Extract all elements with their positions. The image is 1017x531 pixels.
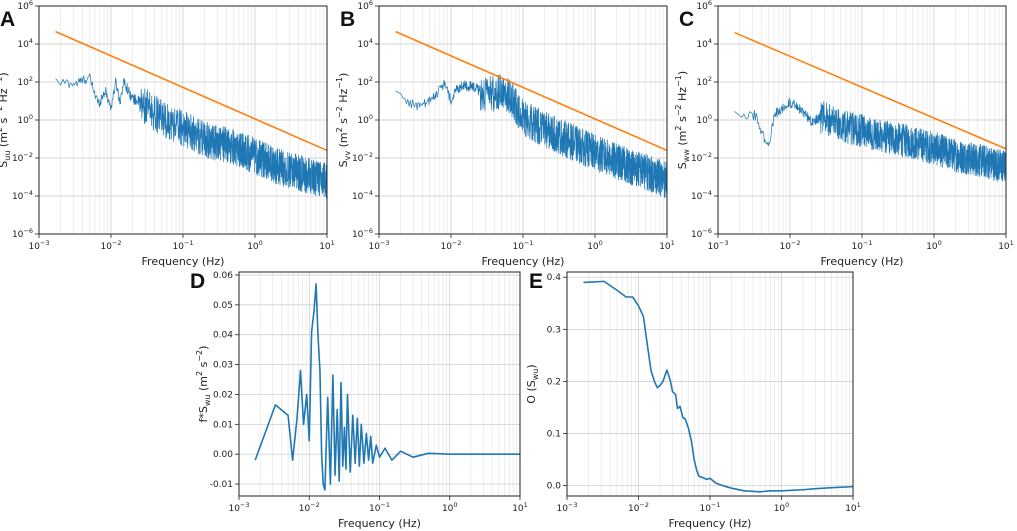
panel-a: 10−3 10−2 10−1 100 101 10−6 10−4 10−2 100 102 104 1… <box>0 0 335 268</box>
x-tick-label: 10−3 <box>368 239 389 252</box>
y-tick-label: 10−4 <box>691 189 712 202</box>
x-tick-label: 100 <box>926 239 942 252</box>
x-axis-label: Frequency (Hz) <box>338 517 421 530</box>
x-tick-label: 10−2 <box>628 501 649 514</box>
series--5-3-reference <box>734 31 1006 150</box>
y-tick-label: 0.2 <box>547 377 561 387</box>
x-tick-label: 100 <box>587 239 603 252</box>
y-tick-label: 0.06 <box>213 271 233 281</box>
y-tick-label: 0.04 <box>213 331 233 341</box>
x-tick-label: 101 <box>512 501 528 514</box>
y-tick-label: 100 <box>696 113 712 126</box>
panel-letter: B <box>340 8 355 31</box>
y-tick-label: 0.3 <box>547 325 561 335</box>
series--5-3-reference <box>55 30 327 152</box>
x-tick-label: 101 <box>659 239 675 252</box>
series-group <box>55 30 327 199</box>
x-tick-label: 101 <box>319 239 335 252</box>
y-tick-label: 106 <box>17 0 33 12</box>
y-tick-label: 10−2 <box>352 151 373 164</box>
x-tick-label: 10−3 <box>707 239 728 252</box>
panel-d: 10−3 10−2 10−1 100 101 -0.01 0.00 0.01 0.02 0.03 0… <box>190 270 528 530</box>
x-tick-label: 101 <box>845 501 861 514</box>
x-tick-label: 10−1 <box>512 239 533 252</box>
y-tick-label: 10−2 <box>691 151 712 164</box>
x-tick-label: 10−1 <box>369 501 390 514</box>
x-tick-label: 10−2 <box>440 239 461 252</box>
x-axis-label: Frequency (Hz) <box>482 255 565 268</box>
y-tick-label: 0.02 <box>213 390 233 400</box>
y-tick-label: 106 <box>357 0 373 12</box>
panel-e: 10−3 10−2 10−1 100 101 0.0 0.1 0.2 0.3 0.4 Frequen… <box>525 270 861 530</box>
panel-letter: E <box>529 270 543 293</box>
series-group <box>583 280 853 493</box>
x-axis-label: Frequency (Hz) <box>142 255 225 268</box>
y-tick-label: 100 <box>357 113 373 126</box>
x-tick-label: 10−2 <box>779 239 800 252</box>
y-tick-label: 104 <box>696 37 712 50</box>
x-tick-label: 101 <box>998 239 1014 252</box>
x-tick-label: 10−3 <box>28 239 49 252</box>
x-tick-label: 100 <box>442 501 458 514</box>
x-tick-label: 10−2 <box>299 501 320 514</box>
x-tick-label: 10−1 <box>172 239 193 252</box>
series-group <box>254 283 520 491</box>
y-tick-label: 10−6 <box>352 227 373 240</box>
series-group <box>395 30 667 199</box>
grid <box>378 5 668 235</box>
y-tick-label: 106 <box>696 0 712 12</box>
grid <box>566 272 854 496</box>
y-axis-label: f*Swu​ (m2​ s−2​) <box>195 346 212 423</box>
panel-b: 10−3 10−2 10−1 100 101 10−6 10−4 10−2 100 102 104 1… <box>335 0 675 268</box>
x-tick-label: 10−3 <box>556 501 577 514</box>
series-spectrum <box>734 97 1006 182</box>
series-cospectrum <box>254 283 520 491</box>
x-tick-label: 10−1 <box>699 501 720 514</box>
y-tick-label: 10−6 <box>12 227 33 240</box>
series-spectrum <box>395 74 667 199</box>
series-spectrum <box>55 73 327 199</box>
panel-c: 10−3 10−2 10−1 100 101 10−6 10−4 10−2 100 102 104 1… <box>674 0 1014 268</box>
y-tick-label: 0.00 <box>213 450 233 460</box>
panel-letter: C <box>679 8 694 31</box>
x-axis-label: Frequency (Hz) <box>821 255 904 268</box>
y-tick-label: 0.05 <box>213 301 233 311</box>
y-tick-label: 10−4 <box>12 189 33 202</box>
y-tick-label: 0.4 <box>547 273 562 283</box>
y-axis-label: Suu​ (m2​ s−2​ Hz−1​) <box>0 72 12 167</box>
grid <box>238 272 521 496</box>
y-tick-label: 10−4 <box>352 189 373 202</box>
y-tick-label: 0.0 <box>547 482 562 492</box>
y-tick-label: 0.03 <box>213 361 233 371</box>
y-tick-label: 10−6 <box>691 227 712 240</box>
y-tick-label: 104 <box>17 37 33 50</box>
x-tick-label: 10−3 <box>228 501 249 514</box>
y-tick-label: 100 <box>17 113 33 126</box>
y-tick-label: 0.1 <box>547 429 561 439</box>
y-tick-label: 102 <box>17 75 33 88</box>
series--5-3-reference <box>395 30 667 152</box>
y-tick-label: 0.01 <box>213 420 233 430</box>
series-ogive <box>583 280 853 493</box>
y-axis-label: O (Swu​) <box>525 364 540 403</box>
x-tick-label: 100 <box>774 501 790 514</box>
panel-letter: A <box>0 8 15 31</box>
x-axis-label: Frequency (Hz) <box>669 517 752 530</box>
y-tick-label: 102 <box>696 75 712 88</box>
y-tick-label: 10−2 <box>12 151 33 164</box>
series-group <box>734 31 1006 182</box>
y-tick-label: 102 <box>357 75 373 88</box>
y-axis-label: Sww​ (m2​ s−2​ Hz−1​) <box>674 71 691 169</box>
y-tick-label: 104 <box>357 37 373 50</box>
x-tick-label: 10−2 <box>100 239 121 252</box>
y-tick-label: -0.01 <box>210 480 233 490</box>
x-tick-label: 10−1 <box>851 239 872 252</box>
y-axis-label: Svv​ (m2​ s−2​ Hz−1​) <box>335 73 352 168</box>
panel-letter: D <box>190 270 205 293</box>
x-tick-label: 100 <box>247 239 263 252</box>
